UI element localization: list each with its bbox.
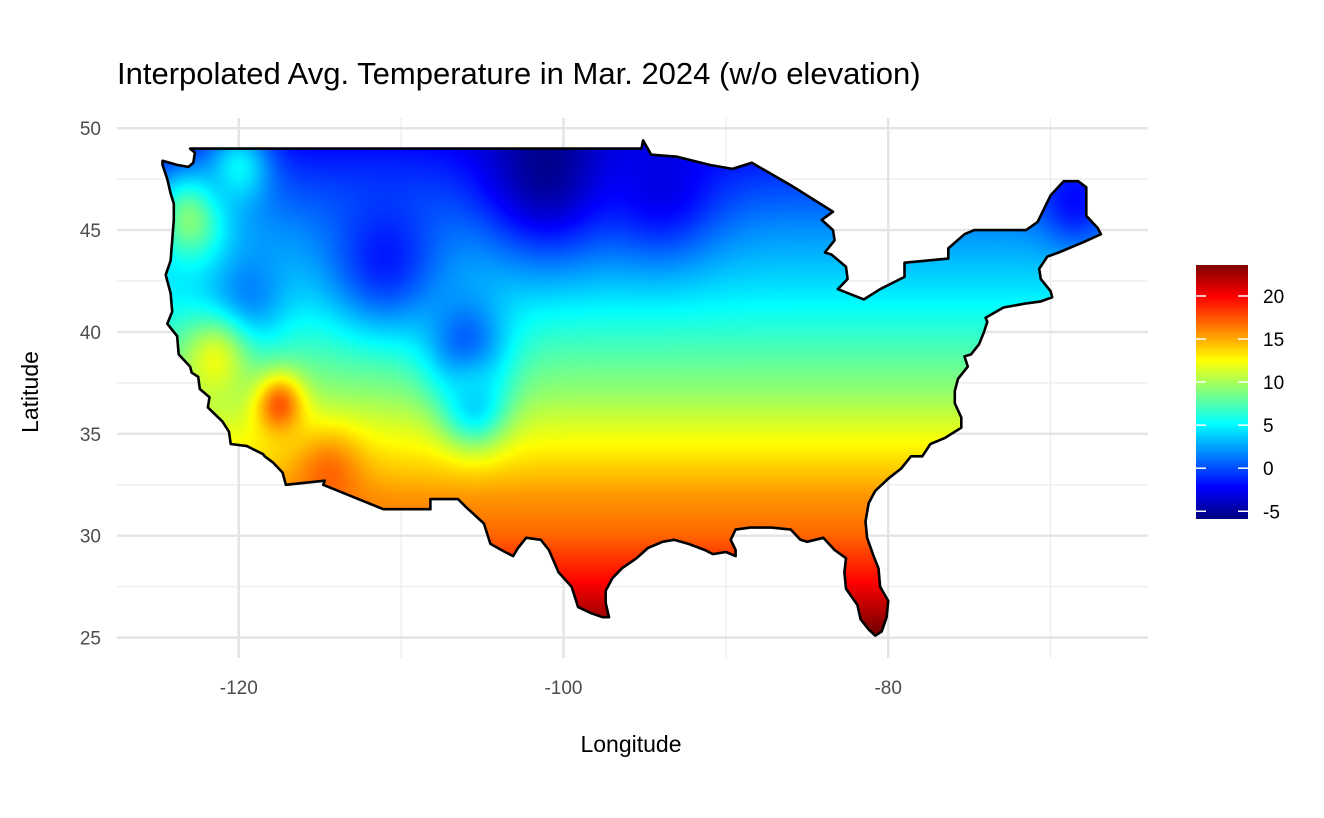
legend-colorbar: [1196, 265, 1248, 519]
y-tick-label: 30: [80, 527, 101, 548]
x-tick-label: -100: [544, 678, 582, 699]
y-tick-label: 25: [80, 629, 101, 650]
x-tick-label: -120: [220, 678, 258, 699]
y-tick-label: 35: [80, 425, 101, 446]
legend-tick-label: 20: [1263, 287, 1284, 308]
x-axis-title: Longitude: [580, 731, 681, 757]
legend-tick-label: -5: [1263, 502, 1280, 523]
us-outline: [161, 139, 1103, 637]
x-axis-tick-labels: -120 -100 -80: [220, 678, 902, 699]
y-axis-title: Latitude: [17, 351, 43, 433]
y-tick-label: 50: [80, 119, 101, 140]
y-tick-label: 45: [80, 221, 101, 242]
legend-tick-label: 0: [1263, 459, 1274, 480]
chart-title: Interpolated Avg. Temperature in Mar. 20…: [117, 56, 921, 91]
x-tick-label: -80: [874, 678, 901, 699]
legend-tick-label: 5: [1263, 416, 1274, 437]
legend-tick-label: 10: [1263, 373, 1284, 394]
y-axis-tick-labels: 25 30 35 40 45 50: [80, 119, 101, 649]
color-legend: -5 0 5 10 15 20: [1196, 265, 1284, 523]
temperature-heatmap: [162, 140, 1101, 636]
legend-tick-label: 15: [1263, 330, 1284, 351]
y-tick-label: 40: [80, 323, 101, 344]
